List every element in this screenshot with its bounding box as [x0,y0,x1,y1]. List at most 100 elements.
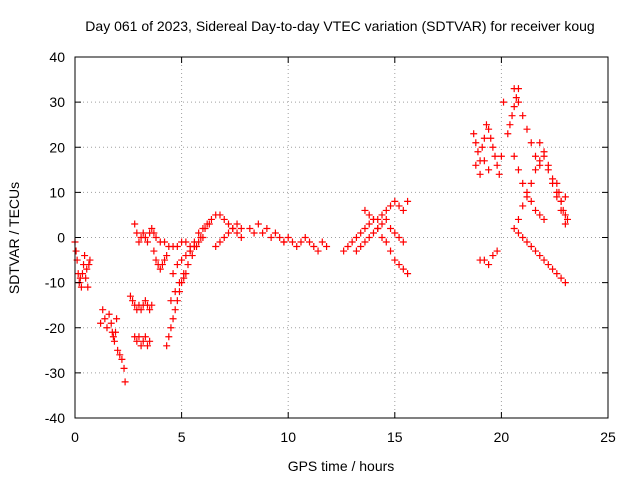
data-point [365,220,373,228]
data-point [510,85,518,93]
data-point [399,265,407,273]
data-point [152,234,160,241]
data-point [374,224,382,232]
data-point [121,378,129,386]
data-point [495,170,503,178]
data-point [540,256,548,264]
data-point [514,98,522,106]
data-point [561,220,569,228]
data-point [378,234,386,241]
data-point [195,229,203,237]
data-point [184,261,192,269]
data-point [365,211,373,219]
data-point [536,157,544,165]
data-point [485,125,493,133]
data-point [143,238,151,246]
data-point [474,148,482,156]
data-point [139,337,147,345]
data-point [143,342,151,350]
data-point [485,261,493,269]
data-point [101,315,109,323]
data-point [178,256,186,264]
data-point [557,274,565,282]
data-point [500,98,508,106]
data-point [188,252,196,260]
data-point [207,215,215,223]
data-point [280,238,288,246]
data-point [544,166,552,174]
y-axis-label: SDTVAR / TECUs [6,182,22,294]
data-point [387,202,395,210]
data-point [357,243,365,251]
data-point [536,252,544,260]
data-point [480,256,488,264]
data-point [271,229,279,237]
data-point [237,224,245,232]
data-point [391,256,399,264]
data-point [81,252,89,260]
data-point [536,211,544,219]
data-point [297,238,305,246]
data-point [399,206,407,214]
data-point [514,166,522,174]
data-point [561,279,569,287]
data-points [71,85,571,386]
data-point [306,238,314,246]
data-point [563,215,571,223]
data-point [527,197,535,205]
data-point [72,247,80,255]
data-point [369,229,377,237]
data-point [497,152,505,160]
data-point [318,238,326,246]
data-point [523,193,531,201]
data-point [510,224,518,232]
data-point [493,247,501,255]
data-point [284,234,292,241]
y-tick-label: 20 [49,139,65,155]
data-point [523,238,531,246]
data-point [116,351,124,359]
data-point [395,202,403,210]
data-point [399,238,407,246]
data-point [395,261,403,269]
data-point [506,121,514,129]
data-point [361,224,369,232]
data-point [482,121,490,129]
data-point [237,234,245,241]
data-point [114,346,122,354]
data-point [523,125,531,133]
data-point [167,324,175,332]
data-point [382,206,390,214]
data-point [348,238,356,246]
data-point [519,234,527,241]
data-point [559,206,567,214]
data-point [161,238,169,246]
data-point [352,247,360,255]
data-point [267,234,275,241]
data-point [250,229,258,237]
x-axis-label: GPS time / hours [288,458,395,474]
data-point [220,215,228,223]
data-point [233,220,241,228]
data-point [85,261,93,269]
data-point [137,306,145,314]
data-point [504,130,512,138]
data-point [391,229,399,237]
data-point [532,166,540,174]
data-point [314,247,322,255]
data-point [167,297,175,305]
data-point [169,315,177,323]
data-point [212,243,220,251]
data-point [557,197,565,205]
data-point [141,297,149,305]
data-point [480,134,488,142]
data-point [404,270,412,278]
data-point [478,143,486,151]
data-point [169,270,177,278]
data-point [186,247,194,255]
data-point [105,310,113,318]
data-point [472,161,480,169]
data-point [361,238,369,246]
data-point [510,152,518,160]
